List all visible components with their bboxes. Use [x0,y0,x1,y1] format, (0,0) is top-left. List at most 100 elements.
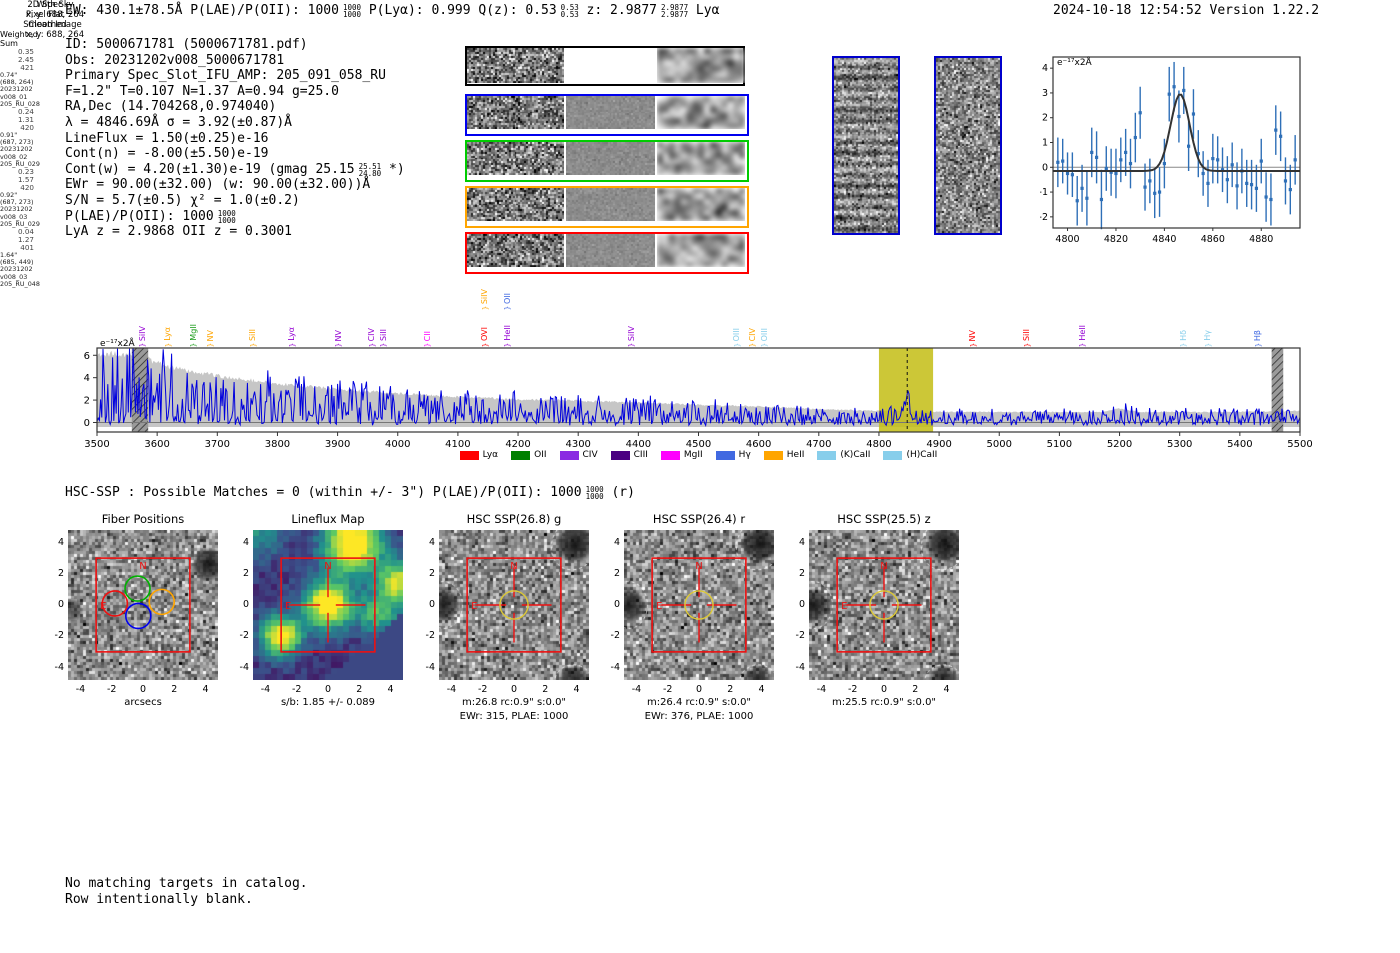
spec2d-left-value: 1.57 [17,175,34,185]
info-line: Primary Spec_Slot_IFU_AMP: 205_091_058_R… [65,68,405,84]
spec2d-row-smoothed [657,188,745,221]
summary-header-fraction-bottom: 2.9877 [661,10,689,19]
spectral-line-label-text: NV [968,329,978,341]
cutout-ytick: 2 [798,567,805,579]
spectral-line-label-brace: { [163,342,172,348]
spec2d-right-value: (685, 449) [0,258,34,267]
legend-swatch [763,450,783,460]
spectral-line-label-text: OIII [760,327,770,341]
spectral-line-label-text: OII [502,292,512,304]
info-line: Cont(w) = 4.20(±1.30)e-19 (gmag 25.15 25.… [65,162,405,178]
spectral-line-label-text: SiII [1022,328,1032,341]
legend-swatch [559,450,579,460]
cutout-xtick: -4 [446,684,457,695]
spec2d-row-smoothed [657,234,745,267]
svg-text:2: 2 [84,396,90,407]
spec2d-left-value: 420 [20,183,34,193]
summary-header-text: z: 2.9877 [578,3,658,18]
svg-text:4800: 4800 [866,439,891,450]
spectral-line-label-brace: { [334,342,343,348]
svg-text:0: 0 [84,418,90,429]
cutout-caption: s/b: 1.85 +/- 0.089 [280,697,376,708]
spectral-line-label: NV{ [331,330,345,348]
svg-text:0: 0 [1042,162,1048,173]
legend-label: (K)CaII [840,450,871,460]
cutout-xtick: -2 [107,684,117,695]
spectral-line-label-brace: { [206,342,215,348]
cutout-ytick: 0 [57,599,64,610]
inset-flux-units-annotation: e⁻¹⁷x2Å [1057,58,1092,68]
summary-header-fraction-top: 1000 [342,3,361,12]
svg-text:3700: 3700 [205,439,230,450]
legend-label: (H)CaII [906,450,938,460]
svg-text:4860: 4860 [1201,234,1225,245]
spectrum-flux-units-annotation: e⁻¹⁷x2Å [100,339,135,349]
cutout-xtick: 4 [573,684,580,695]
cutout-xtick: -2 [478,684,488,695]
spec2d-row [465,140,749,182]
legend-swatch [715,450,735,460]
cutout-ytick: -2 [239,630,249,642]
spectral-line-label-brace: { [379,342,388,348]
detection-info-block: ID: 5000671781 (5000671781.pdf) Obs: 2023… [65,37,405,240]
spectral-line-label-text: Hγ [1203,330,1213,341]
svg-text:4300: 4300 [565,439,590,450]
svg-text:3: 3 [1042,88,1048,99]
spec2d-right-value: v008_01 [0,92,28,101]
spec2d-row-right-labels: 0.91" (687, 273) 20231202 v008_02 205_RU_029 [0,131,60,168]
svg-text:1: 1 [1042,138,1048,149]
legend-swatch [883,450,903,460]
info-line-stacked-fraction: 25.51 24.80 [359,163,382,178]
spec2d-row-smoothed [657,96,745,129]
spectral-line-label-brace: { [627,342,636,348]
svg-text:3500: 3500 [84,439,109,450]
svg-text:4700: 4700 [806,439,831,450]
spectral-line-label: Hβ{ [1251,330,1265,348]
hsc-ssp-header: HSC-SSP : Possible Matches = 0 (within +… [65,485,635,500]
spectral-line-label: Hγ{ [1201,330,1215,348]
spectral-line-label-text: NV [205,329,215,341]
cutout-ytick: 2 [57,567,64,579]
legend-item: HeII [763,450,804,460]
info-line: λ = 4846.69Å σ = 3.92(±0.87)Å [65,115,405,131]
spectral-line-label: SiIV{ [135,326,149,348]
svg-text:3800: 3800 [265,439,290,450]
cutout-ytick: 4 [242,536,249,548]
spec2d-right-value: 205_RU_029 [0,219,40,228]
spectral-line-label: OVI{ [478,327,492,348]
spectral-line-label-text: OVI [480,327,490,341]
spectral-line-label-brace: { [1253,342,1262,348]
info-line-text: ID: 5000671781 (5000671781.pdf) [65,37,308,52]
spectral-line-label: SiIV{ [478,289,492,311]
spec2d-column-title: Smoothed [23,20,67,30]
spec2d-left-value: 401 [20,243,34,253]
spec2d-left-value: 2.45 [17,55,34,64]
cutout-xtick: 4 [202,684,209,695]
spectral-line-label-brace: { [248,342,257,348]
cutout-ytick: -2 [54,630,64,642]
legend-label: OII [534,450,547,460]
cutout-overlay: NE [95,557,191,653]
svg-text:4: 4 [84,373,90,384]
svg-text:4840: 4840 [1152,234,1176,245]
svg-text:E: E [656,601,662,612]
legend-label: CIV [582,450,598,460]
spec2d-left-value: 1.27 [17,235,34,245]
spec2d-row-pixelflat [566,188,655,221]
legend-item: OII [511,450,547,460]
spectral-line-label-brace: { [1022,342,1031,348]
cutout-title: HSC SSP(26.8) g [466,512,562,526]
spec2d-right-value: 20231202 [0,145,33,154]
spectral-line-label-brace: { [480,305,489,311]
legend-swatch [459,450,479,460]
spectral-line-label: Lyα{ [161,327,175,348]
legend-item: (K)CaII [817,450,870,460]
legend-item: Lyα [459,450,498,460]
spectral-line-label-text: HeII [1077,325,1087,341]
cutout-ytick: 0 [613,599,620,610]
spec2d-left-value: 0.04 [17,227,34,237]
cutout-ytick: 4 [428,536,435,548]
cutout-xtick: 2 [171,684,178,695]
